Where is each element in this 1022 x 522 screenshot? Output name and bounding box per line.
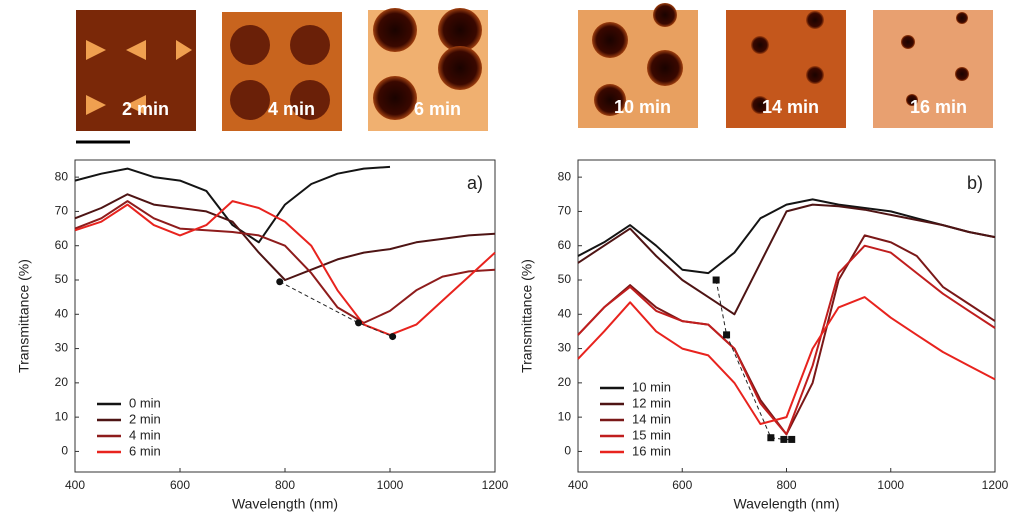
x-tick-label: 1200 — [482, 478, 509, 492]
y-tick-label: 10 — [55, 409, 69, 423]
y-tick-label: 60 — [558, 238, 572, 252]
micrograph — [873, 10, 993, 128]
series-line — [74, 193, 496, 281]
legend-label: 14 min — [632, 411, 671, 426]
x-tick-label: 600 — [170, 478, 190, 492]
micrograph — [726, 10, 846, 128]
x-tick-label: 1000 — [877, 478, 904, 492]
x-tick-label: 400 — [65, 478, 85, 492]
minimum-marker — [389, 333, 397, 341]
series-line — [74, 165, 391, 244]
series-line — [577, 244, 996, 436]
micrograph-label: 4 min — [268, 99, 315, 119]
legend-label: 4 min — [129, 427, 161, 442]
x-tick-label: 600 — [672, 478, 692, 492]
micrograph-label: 14 min — [762, 97, 819, 117]
micrograph — [76, 10, 196, 131]
micrograph-panel: 2 min 4 min 6 min 10 min 14 min 16 min — [76, 3, 993, 144]
series-line — [74, 200, 496, 324]
series-line — [74, 200, 496, 336]
y-tick-label: 80 — [55, 169, 69, 183]
x-tick-label: 1200 — [982, 478, 1009, 492]
x-tick-label: 1000 — [377, 478, 404, 492]
y-tick-label: 0 — [564, 444, 571, 458]
y-tick-label: 20 — [558, 375, 572, 389]
series-line — [577, 198, 996, 275]
micrograph-label: 2 min — [122, 99, 169, 119]
y-tick-label: 0 — [61, 444, 68, 458]
legend-label: 16 min — [632, 443, 671, 458]
y-tick-label: 50 — [558, 272, 572, 286]
x-axis-label: Wavelength (nm) — [232, 496, 338, 512]
legend-label: 0 min — [129, 395, 161, 410]
x-tick-label: 400 — [568, 478, 588, 492]
y-tick-label: 30 — [55, 341, 69, 355]
minimum-marker — [788, 435, 796, 443]
y-tick-label: 40 — [55, 306, 69, 320]
pattern — [373, 3, 969, 120]
y-tick-label: 80 — [558, 169, 572, 183]
minimum-marker — [780, 435, 788, 443]
minimum-marker — [355, 319, 362, 327]
minimum-marker — [723, 331, 731, 339]
y-tick-label: 30 — [558, 341, 572, 355]
y-tick-label: 70 — [55, 204, 69, 218]
legend-label: 15 min — [632, 427, 671, 442]
micrograph-label: 10 min — [614, 97, 671, 117]
legend-label: 10 min — [632, 379, 671, 394]
y-axis-label: Transmittance (%) — [519, 259, 535, 373]
y-tick-label: 40 — [558, 306, 572, 320]
x-tick-label: 800 — [275, 478, 295, 492]
panel-label: b) — [967, 173, 983, 193]
minimum-marker — [712, 276, 720, 284]
x-tick-label: 800 — [776, 478, 796, 492]
y-tick-label: 70 — [558, 204, 572, 218]
pattern — [86, 40, 192, 115]
y-tick-label: 20 — [55, 375, 69, 389]
minima-trend — [279, 281, 393, 338]
y-tick-label: 10 — [558, 409, 572, 423]
legend-label: 12 min — [632, 395, 671, 410]
panel-label: a) — [467, 173, 483, 193]
pattern — [230, 25, 330, 120]
minimum-marker — [276, 278, 284, 286]
y-tick-label: 50 — [55, 272, 69, 286]
minimum-marker — [767, 434, 775, 442]
legend-label: 6 min — [129, 443, 161, 458]
micrograph-label: 16 min — [910, 97, 967, 117]
micrograph-label: 6 min — [414, 99, 461, 119]
x-axis-label: Wavelength (nm) — [733, 496, 839, 512]
y-axis-label: Transmittance (%) — [16, 259, 32, 373]
series-line — [577, 203, 996, 316]
legend-label: 2 min — [129, 411, 161, 426]
y-tick-label: 60 — [55, 238, 69, 252]
series-line — [577, 296, 996, 425]
